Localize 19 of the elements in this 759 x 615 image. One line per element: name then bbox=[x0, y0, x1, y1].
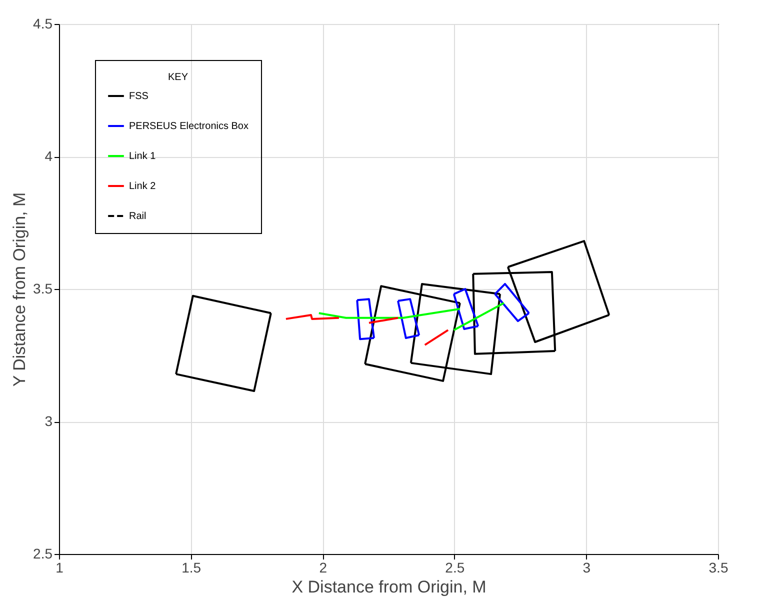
y-tick-label: 3 bbox=[44, 413, 53, 429]
x-tick-label: 2 bbox=[319, 560, 328, 576]
x-axis-title: X Distance from Origin, M bbox=[292, 578, 486, 596]
x-tick-label: 1.5 bbox=[182, 560, 202, 576]
x-tick-label: 3 bbox=[582, 560, 591, 576]
x-tick-label: 2.5 bbox=[445, 560, 465, 576]
y-tick-label: 4 bbox=[44, 148, 53, 164]
y-axis-title: Y Distance from Origin, M bbox=[10, 192, 30, 387]
x-tick-label: 3.5 bbox=[708, 560, 728, 576]
legend-label: Link 1 bbox=[129, 151, 156, 162]
legend-label: FSS bbox=[129, 91, 149, 102]
x-tick-label: 1 bbox=[56, 560, 64, 576]
legend-label: Link 2 bbox=[129, 181, 156, 192]
y-tick-label: 4.5 bbox=[33, 16, 53, 32]
y-tick-label: 2.5 bbox=[33, 546, 53, 562]
y-tick-label: 3.5 bbox=[33, 280, 53, 296]
legend-label: PERSEUS Electronics Box bbox=[129, 121, 248, 132]
legend-label: Rail bbox=[129, 211, 146, 222]
legend-title: KEY bbox=[168, 72, 188, 83]
